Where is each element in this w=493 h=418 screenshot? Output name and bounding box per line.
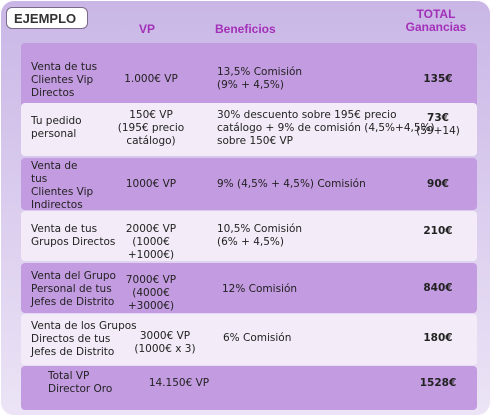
row-vp: 150€ VP (195€ precio catálogo) [111,109,191,148]
table-row: Tu pedido personal 150€ VP (195€ precio … [21,103,477,156]
row-label: Venta de tus Clientes Vip Directos [31,61,97,100]
total-line: 1528€ [419,377,457,389]
label-line: Director Oro [48,383,113,395]
vp-line: 2000€ VP [125,223,177,235]
header-total-line1: TOTAL [416,7,456,21]
row-label: Venta de tus Grupos Directos [31,223,115,249]
total-line: 135€ [423,73,453,85]
total-line: 840€ [423,282,453,294]
row-beneficio: 6% Comisión [223,332,291,345]
header-total: TOTAL Ganancias [401,8,471,34]
label-line: Directos [31,87,75,99]
beneficio-line: 9% (4,5% + 4,5%) Comisión [217,178,366,190]
beneficio-line: 10,5% Comisión [217,223,303,235]
row-label: Venta del Grupo Personal de tus Jefes de… [31,270,116,309]
row-vp: 14.150€ VP [139,377,219,390]
label-line: Grupos Directos [31,236,116,248]
vp-line: 1.000€ VP [124,73,178,85]
total-line: 180€ [423,332,453,344]
header-total-line2: Ganancias [405,20,467,34]
vp-line: 150€ VP [129,109,173,121]
row-vp: 1000€ VP [111,178,191,191]
label-line: tus [31,173,48,185]
total-line: 73€ [427,112,449,124]
row-total: 180€ [413,332,463,345]
label-line: Indirectos [31,199,83,211]
row-beneficio: 30% descuento sobre 195€ precio catálogo… [217,109,435,148]
total-line: 210€ [423,225,453,237]
row-total: 840€ [413,282,463,295]
row-total: 210€ [413,225,463,238]
table-row: Total VP Director Oro 14.150€ VP 1528€ [21,366,477,410]
row-total: 73€ (59+14) [413,112,463,138]
row-total: 135€ [413,73,463,86]
label-line: Personal de tus [31,283,112,295]
ejemplo-badge: EJEMPLO [6,7,88,29]
row-label: Total VP Director Oro [48,370,112,396]
vp-line: 1000€ VP [125,178,177,190]
beneficio-line: 30% descuento sobre 195€ precio [217,109,397,121]
vp-line: 14.150€ VP [148,377,210,389]
vp-line: (1000€+1000€) [127,236,175,261]
beneficio-line: (9% + 4,5%) [217,79,284,91]
vp-line: (4000€+3000€) [127,287,175,312]
total-line: (59+14) [416,125,460,137]
row-total: 90€ [413,178,463,191]
label-line: Clientes Vip [31,186,94,198]
row-vp: 7000€ VP (4000€+3000€) [111,274,191,313]
row-beneficio: 9% (4,5% + 4,5%) Comisión [217,178,366,191]
vp-line: 7000€ VP [125,274,177,286]
header-vp: VP [139,22,156,36]
table-row: Venta de tus Grupos Directos 2000€ VP (1… [21,211,477,261]
table-row: Venta de tus Clientes Vip Directos 1.000… [21,43,477,111]
label-line: Venta de tus [31,223,98,235]
header-beneficios: Beneficios [215,22,276,36]
beneficio-line: catálogo + 9% de comisión (4,5%+4,5%) [217,122,435,134]
total-line: 90€ [427,178,449,190]
table-row: Venta de los Grupos Directos de tus Jefe… [21,314,477,365]
beneficio-line: 6% Comisión [223,332,292,344]
row-label: Venta de los Grupos Directos de tus Jefe… [31,320,137,359]
vp-line: (1000€ x 3) [134,343,196,355]
label-line: Venta de [31,160,78,172]
label-line: Venta del Grupo [31,270,116,282]
row-vp: 2000€ VP (1000€+1000€) [111,223,191,262]
beneficio-line: (6% + 4,5%) [217,236,284,248]
row-beneficio: 13,5% Comisión (9% + 4,5%) [217,66,302,92]
label-line: Tu pedido [31,115,82,127]
vp-line: 3000€ VP [139,330,191,342]
vp-line: catálogo) [126,135,176,147]
label-line: personal [31,128,77,140]
label-line: Clientes Vip [31,74,94,86]
row-vp: 1.000€ VP [111,73,191,86]
label-line: Jefes de Distrito [31,346,115,358]
label-line: Jefes de Distrito [31,296,115,308]
beneficio-line: 13,5% Comisión [217,66,303,78]
label-line: Venta de tus [31,61,98,73]
beneficio-line: sobre 150€ VP [217,135,294,147]
row-vp: 3000€ VP (1000€ x 3) [125,330,205,356]
label-line: Total VP [48,370,90,382]
table-row: Venta del Grupo Personal de tus Jefes de… [21,263,477,313]
label-line: Directos de tus [31,333,111,345]
table-row: Venta de tus Clientes Vip Indirectos 100… [21,158,477,212]
row-beneficio: 10,5% Comisión (6% + 4,5%) [217,223,302,249]
row-label: Venta de tus Clientes Vip Indirectos [31,160,93,212]
vp-line: (195€ precio [117,122,185,134]
label-line: Venta de los Grupos [31,320,137,332]
row-label: Tu pedido personal [31,115,82,141]
beneficio-line: 12% Comisión [222,283,298,295]
row-total: 1528€ [413,377,463,390]
row-beneficio: 12% Comisión [222,283,297,296]
